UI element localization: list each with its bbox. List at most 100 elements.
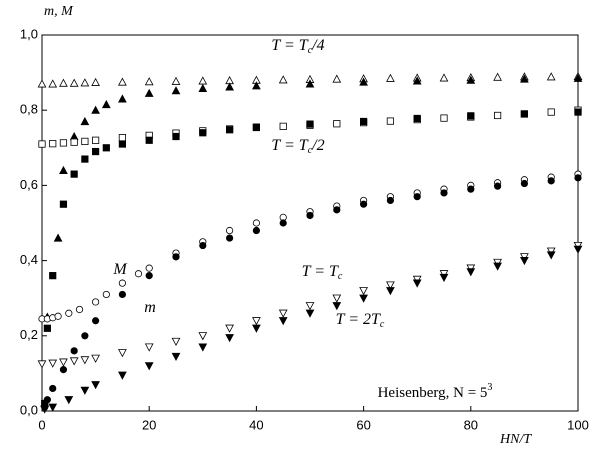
- point: [102, 290, 110, 299]
- point: [49, 272, 57, 280]
- point: [145, 272, 153, 280]
- annotation-part: /2: [311, 137, 324, 154]
- point: [91, 105, 100, 114]
- point: [252, 81, 261, 90]
- point: [43, 396, 51, 404]
- point: [278, 309, 288, 318]
- point: [59, 139, 68, 147]
- point: [359, 200, 368, 208]
- point: [359, 117, 368, 126]
- point: [198, 76, 208, 85]
- point: [134, 270, 143, 278]
- point: [92, 147, 100, 156]
- point: [80, 356, 90, 365]
- point: [91, 77, 100, 86]
- y-tick-label: 0,0: [20, 402, 38, 417]
- point: [520, 179, 529, 188]
- point: [332, 74, 342, 83]
- y-tick-label: 0,2: [20, 327, 38, 342]
- annotation-part: c: [308, 45, 313, 56]
- point: [172, 132, 180, 141]
- annotation: T = Tc/4: [271, 37, 324, 57]
- point: [252, 219, 260, 227]
- point: [359, 77, 368, 86]
- point: [37, 79, 47, 88]
- annotation-part: /4: [311, 37, 324, 54]
- point: [413, 114, 421, 123]
- point: [440, 114, 448, 122]
- point: [81, 137, 89, 146]
- point: [48, 79, 58, 88]
- point: [59, 358, 68, 367]
- point: [520, 257, 529, 266]
- point: [118, 94, 127, 103]
- point: [305, 79, 315, 88]
- point: [493, 182, 502, 190]
- point: [547, 108, 555, 116]
- point: [412, 279, 422, 288]
- x-tick-label: 40: [249, 417, 263, 432]
- point: [225, 334, 234, 343]
- annotation: M: [112, 261, 128, 278]
- point: [225, 82, 234, 91]
- point: [386, 117, 395, 125]
- point: [118, 371, 127, 380]
- annotation: T = Tc/2: [271, 137, 324, 157]
- point: [144, 77, 154, 86]
- point: [92, 136, 100, 144]
- point: [49, 384, 57, 393]
- point: [252, 123, 260, 131]
- point: [413, 193, 421, 201]
- point: [91, 381, 100, 390]
- point: [493, 262, 502, 271]
- point: [225, 126, 234, 134]
- point: [80, 386, 90, 395]
- annotation-part: c: [338, 271, 343, 282]
- point: [520, 74, 529, 83]
- point: [171, 76, 181, 85]
- annotation-part: c: [308, 145, 313, 156]
- point: [171, 337, 181, 346]
- point: [49, 140, 57, 148]
- point: [574, 174, 582, 182]
- point: [493, 72, 502, 81]
- point: [279, 219, 287, 227]
- point: [279, 122, 287, 130]
- point: [493, 111, 502, 120]
- x-tick-label: 100: [567, 417, 589, 432]
- point: [40, 405, 50, 414]
- point: [359, 294, 368, 303]
- point: [547, 177, 555, 185]
- annotation-part: c: [380, 319, 385, 330]
- point: [225, 324, 234, 333]
- annotation-part: T = T: [271, 37, 308, 54]
- point: [38, 140, 46, 148]
- point: [278, 317, 288, 326]
- point: [440, 189, 448, 197]
- annotation: m: [144, 299, 156, 316]
- point: [53, 233, 63, 242]
- point: [59, 366, 68, 374]
- point: [333, 206, 341, 214]
- point: [145, 136, 153, 144]
- point: [92, 317, 100, 325]
- annotation: T = Tc: [302, 263, 343, 283]
- point: [145, 264, 153, 272]
- point: [439, 73, 449, 82]
- point: [573, 245, 583, 254]
- point: [48, 403, 58, 412]
- point: [386, 196, 394, 205]
- point: [546, 251, 556, 260]
- point: [118, 77, 127, 86]
- point: [101, 100, 111, 109]
- annotation-part: m: [144, 299, 156, 316]
- point: [172, 253, 180, 261]
- point: [48, 359, 58, 368]
- point: [65, 309, 73, 317]
- point: [199, 241, 207, 250]
- point: [332, 302, 342, 311]
- annotation-part: M: [112, 261, 128, 278]
- point: [467, 112, 475, 120]
- point: [70, 170, 78, 178]
- point: [80, 78, 90, 87]
